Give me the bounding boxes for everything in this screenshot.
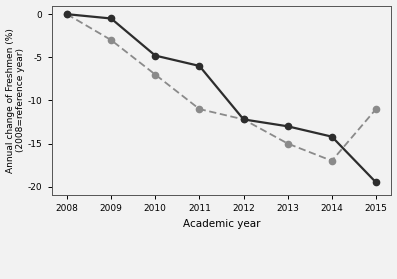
STEM [153, 73, 158, 76]
STEM [109, 39, 114, 42]
Line: OTHER DISCIPLINES: OTHER DISCIPLINES [64, 11, 379, 186]
STEM [285, 142, 290, 145]
OTHER DISCIPLINES [330, 135, 334, 138]
STEM [65, 13, 69, 16]
Y-axis label: Annual change of Freshmen (%)
(2008=reference year): Annual change of Freshmen (%) (2008=refe… [6, 28, 25, 173]
OTHER DISCIPLINES [109, 17, 114, 20]
STEM [330, 159, 334, 162]
OTHER DISCIPLINES [197, 64, 202, 68]
STEM [374, 107, 378, 111]
OTHER DISCIPLINES [153, 54, 158, 57]
OTHER DISCIPLINES [241, 118, 246, 121]
X-axis label: Academic year: Academic year [183, 219, 260, 229]
Line: STEM: STEM [64, 11, 379, 164]
STEM [241, 118, 246, 121]
STEM [197, 107, 202, 111]
OTHER DISCIPLINES [374, 181, 378, 184]
OTHER DISCIPLINES [285, 125, 290, 128]
OTHER DISCIPLINES [65, 13, 69, 16]
